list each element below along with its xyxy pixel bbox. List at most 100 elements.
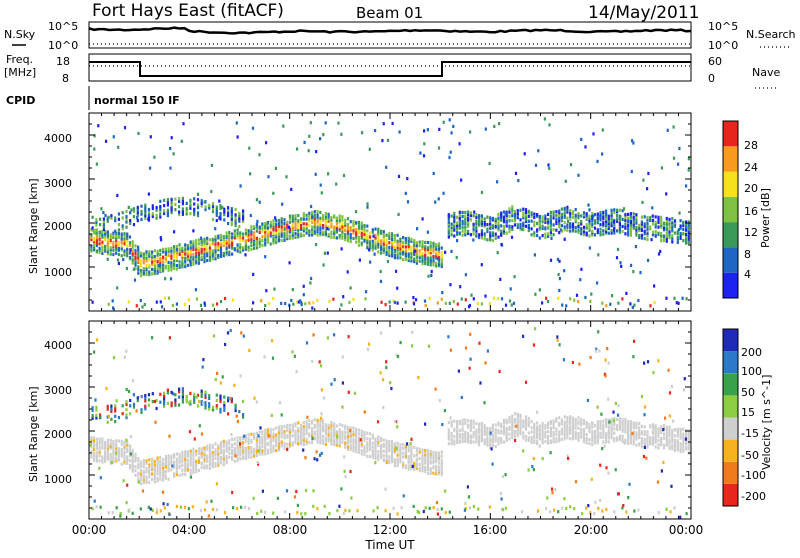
power-cell — [427, 251, 429, 254]
power-cell — [383, 122, 385, 125]
velocity-cell — [441, 451, 443, 454]
velocity-cell — [139, 395, 141, 398]
power-cell — [539, 288, 541, 291]
power-cell — [441, 246, 443, 249]
power-cell — [394, 246, 396, 249]
power-cell — [569, 222, 571, 225]
power-cell — [156, 206, 158, 209]
velocity-cell — [317, 429, 319, 432]
velocity-cell — [447, 335, 449, 338]
velocity-cell — [140, 408, 142, 411]
velocity-cell — [448, 421, 450, 424]
power-cell — [125, 226, 127, 229]
power-cell — [388, 246, 390, 249]
velocity-cell — [336, 435, 338, 438]
velocity-cell — [569, 415, 571, 418]
velocity-cell — [542, 430, 544, 433]
velocity-cell — [470, 420, 472, 423]
velocity-cell — [380, 444, 382, 447]
velocity-cell — [587, 399, 589, 402]
power-cell — [559, 277, 561, 280]
velocity-cell — [203, 451, 205, 454]
velocity-cell — [264, 511, 266, 514]
velocity-cell — [358, 429, 360, 432]
velocity-cell — [320, 417, 322, 420]
power-cell — [270, 231, 272, 234]
velocity-cell — [565, 507, 567, 510]
power-cell — [133, 268, 135, 271]
power-cell — [462, 215, 464, 218]
velocity-cell — [413, 454, 415, 457]
power-cell — [517, 212, 519, 215]
power-cell — [509, 299, 511, 302]
velocity-cell — [611, 418, 613, 421]
velocity-cell — [118, 416, 120, 419]
velocity-cell — [108, 511, 110, 514]
velocity-cell — [311, 432, 313, 435]
power-cell — [163, 204, 165, 207]
time-axis-label: Time UT — [364, 538, 415, 552]
velocity-cell — [126, 444, 128, 447]
velocity-cell — [258, 449, 260, 452]
velocity-cell — [272, 428, 274, 431]
velocity-cell — [572, 421, 574, 424]
velocity-cell — [664, 417, 666, 420]
velocity-cell — [314, 436, 316, 439]
power-cell — [366, 234, 368, 237]
velocity-cell — [617, 404, 619, 407]
velocity-cell — [497, 437, 499, 440]
velocity-cell — [275, 426, 277, 429]
power-cell — [107, 241, 109, 244]
power-cell — [226, 240, 228, 243]
velocity-cell — [577, 420, 579, 423]
velocity-cell — [171, 391, 173, 394]
velocity-cell — [660, 425, 662, 428]
power-cell — [605, 213, 607, 216]
power-cell — [214, 254, 216, 257]
velocity-cell — [198, 447, 200, 450]
velocity-cell — [171, 401, 173, 404]
velocity-cell — [278, 431, 280, 434]
velocity-cell — [553, 509, 555, 512]
power-cell — [281, 225, 283, 228]
velocity-cell — [356, 509, 358, 512]
velocity-cell — [388, 443, 390, 446]
power-cell — [489, 216, 491, 219]
power-cell — [311, 226, 313, 229]
velocity-cell — [96, 505, 98, 508]
velocity-cell — [597, 432, 599, 435]
power-cell — [448, 213, 450, 216]
velocity-cell — [558, 416, 560, 419]
power-cell — [272, 297, 274, 300]
velocity-cell — [608, 431, 610, 434]
power-cell — [544, 214, 546, 217]
velocity-cell — [421, 454, 423, 457]
velocity-cell — [355, 435, 357, 438]
power-cell — [533, 231, 535, 234]
velocity-cell — [125, 439, 127, 442]
power-cell — [644, 222, 646, 225]
power-cell — [386, 251, 388, 254]
velocity-cell — [270, 428, 272, 431]
power-cell — [380, 239, 382, 242]
power-cell — [184, 260, 186, 263]
power-cell — [579, 278, 581, 281]
power-cell — [189, 259, 191, 262]
velocity-cell — [411, 344, 413, 347]
power-cell — [525, 225, 527, 228]
power-cell — [511, 236, 513, 239]
power-cell — [137, 219, 139, 222]
velocity-cell — [644, 430, 646, 433]
velocity-cell — [201, 432, 203, 435]
velocity-cell — [374, 461, 376, 464]
velocity-cell — [427, 472, 429, 475]
power-cell — [192, 229, 194, 232]
velocity-cell — [262, 490, 264, 493]
power-cell — [419, 152, 421, 155]
power-cell — [435, 262, 437, 265]
power-cell — [564, 221, 566, 224]
velocity-cell — [137, 472, 139, 475]
velocity-cell — [453, 420, 455, 423]
power-cell — [577, 300, 579, 303]
power-cell — [495, 218, 497, 221]
